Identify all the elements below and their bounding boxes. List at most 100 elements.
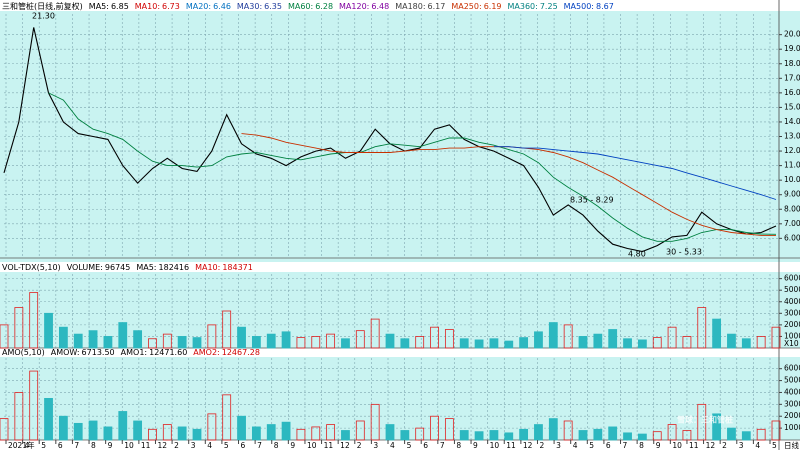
bar xyxy=(667,424,677,441)
bar xyxy=(341,338,350,349)
bar xyxy=(296,428,306,441)
legend-value: 8.67 xyxy=(596,2,614,11)
panel-title: 三和管桩(日线,前复权) xyxy=(2,1,83,11)
x-unit: 日线 xyxy=(784,440,799,450)
bar xyxy=(118,411,128,441)
x-tick-label: 11 xyxy=(141,441,151,450)
bar xyxy=(504,432,514,441)
bar xyxy=(741,338,751,349)
x-tick-label: 2 xyxy=(357,441,362,450)
x-tick-label: 2 xyxy=(722,441,727,450)
legend-value: 6.35 xyxy=(264,2,282,11)
bar xyxy=(741,431,751,441)
y-tick-label: 13.00 xyxy=(784,132,800,141)
y-tick-label: 60000 xyxy=(784,364,800,373)
bar xyxy=(296,337,306,349)
bar xyxy=(0,324,9,349)
bar xyxy=(608,329,618,349)
y-tick-label: 20000 xyxy=(784,411,800,420)
legend-name: MA360: xyxy=(508,2,538,11)
x-tick-label: 2 xyxy=(539,441,544,450)
bar xyxy=(162,333,172,349)
legend-value: 6.73 xyxy=(162,2,180,11)
bar xyxy=(73,422,83,441)
bar xyxy=(593,428,603,441)
legend-name: AMO2: xyxy=(193,348,219,357)
bar xyxy=(519,337,529,349)
legend-value: 6.48 xyxy=(371,2,389,11)
y-tick-label: 60000 xyxy=(784,274,800,283)
x-tick-label: 4 xyxy=(390,441,395,450)
y-tick-label: 12.00 xyxy=(784,146,800,155)
legend-name: MA5: xyxy=(136,263,156,272)
legend-name: MA120: xyxy=(339,2,369,11)
y-tick-label: 30000 xyxy=(784,308,800,317)
bar xyxy=(697,403,707,441)
x-tick-label: 7 xyxy=(623,441,628,450)
x-tick-label: 2021年 xyxy=(8,440,35,450)
bar xyxy=(311,336,321,349)
bar xyxy=(133,420,143,441)
x-tick-label: 3 xyxy=(556,441,561,450)
panel-title: AMO(5,10) xyxy=(2,348,45,357)
x-tick-label: 9 xyxy=(290,441,295,450)
x-tick-label: 6 xyxy=(423,441,428,450)
legend-value: 12467.28 xyxy=(222,348,260,357)
bar xyxy=(563,420,573,441)
x-tick-label: 4 xyxy=(207,441,212,450)
bar xyxy=(474,339,484,349)
annotation: 8.35 - 8.29 xyxy=(570,196,614,205)
bar xyxy=(623,338,632,349)
bar xyxy=(73,333,83,349)
legend-value: 7.25 xyxy=(540,2,558,11)
x-tick-label: 8 xyxy=(456,441,461,450)
bar xyxy=(444,418,454,441)
bar xyxy=(103,336,113,349)
bar xyxy=(444,329,454,349)
bar xyxy=(430,326,439,349)
y-tick-label: 15.00 xyxy=(784,102,800,111)
unit-label: X10 xyxy=(784,339,799,348)
legend: 三和管桩(日线,前复权) MA5: 6.85 MA10: 6.73 MA20: 6.46 MA… xyxy=(2,1,614,11)
bar xyxy=(385,424,395,441)
y-tick-label: 8.00 xyxy=(784,204,800,213)
y-tick-label: 6.00 xyxy=(784,233,800,242)
legend-name: MA60: xyxy=(288,2,313,11)
y-tick-label: 18.00 xyxy=(784,59,800,68)
x-tick-label: 7 xyxy=(440,441,445,450)
y-tick-label: 7.00 xyxy=(784,219,800,228)
bar xyxy=(192,428,202,441)
x-tick-label: 3 xyxy=(739,441,744,450)
bar xyxy=(266,424,276,441)
y-tick-label: 19.00 xyxy=(784,44,800,53)
bar xyxy=(771,420,781,441)
legend-name: AMOW: xyxy=(51,348,80,357)
bar xyxy=(341,430,350,441)
x-tick-label: 10 xyxy=(124,441,134,450)
bar xyxy=(593,333,603,349)
bar xyxy=(222,310,232,349)
bar xyxy=(727,333,736,349)
bar xyxy=(727,427,736,441)
bar xyxy=(326,424,336,441)
bar xyxy=(563,324,573,349)
x-tick-label: 6 xyxy=(241,441,246,450)
bar xyxy=(355,420,365,441)
header-band xyxy=(0,348,800,357)
x-tick-label: 10 xyxy=(490,441,500,450)
y-tick-label: 20000 xyxy=(784,320,800,329)
legend-value: 6.46 xyxy=(213,2,231,11)
legend: AMO(5,10) AMOW: 6713.50 AMO1: 12471.60 AMO2: 1… xyxy=(2,348,260,357)
bar xyxy=(489,338,499,349)
bar xyxy=(88,420,98,441)
x-tick-label: 11 xyxy=(324,441,334,450)
bar xyxy=(0,418,9,441)
x-axis-band xyxy=(0,440,800,450)
x-tick-label: 3 xyxy=(373,441,378,450)
y-tick-label: 11.00 xyxy=(784,161,800,170)
bar xyxy=(756,336,766,349)
bar xyxy=(548,322,558,349)
legend-name: MA30: xyxy=(237,2,262,11)
